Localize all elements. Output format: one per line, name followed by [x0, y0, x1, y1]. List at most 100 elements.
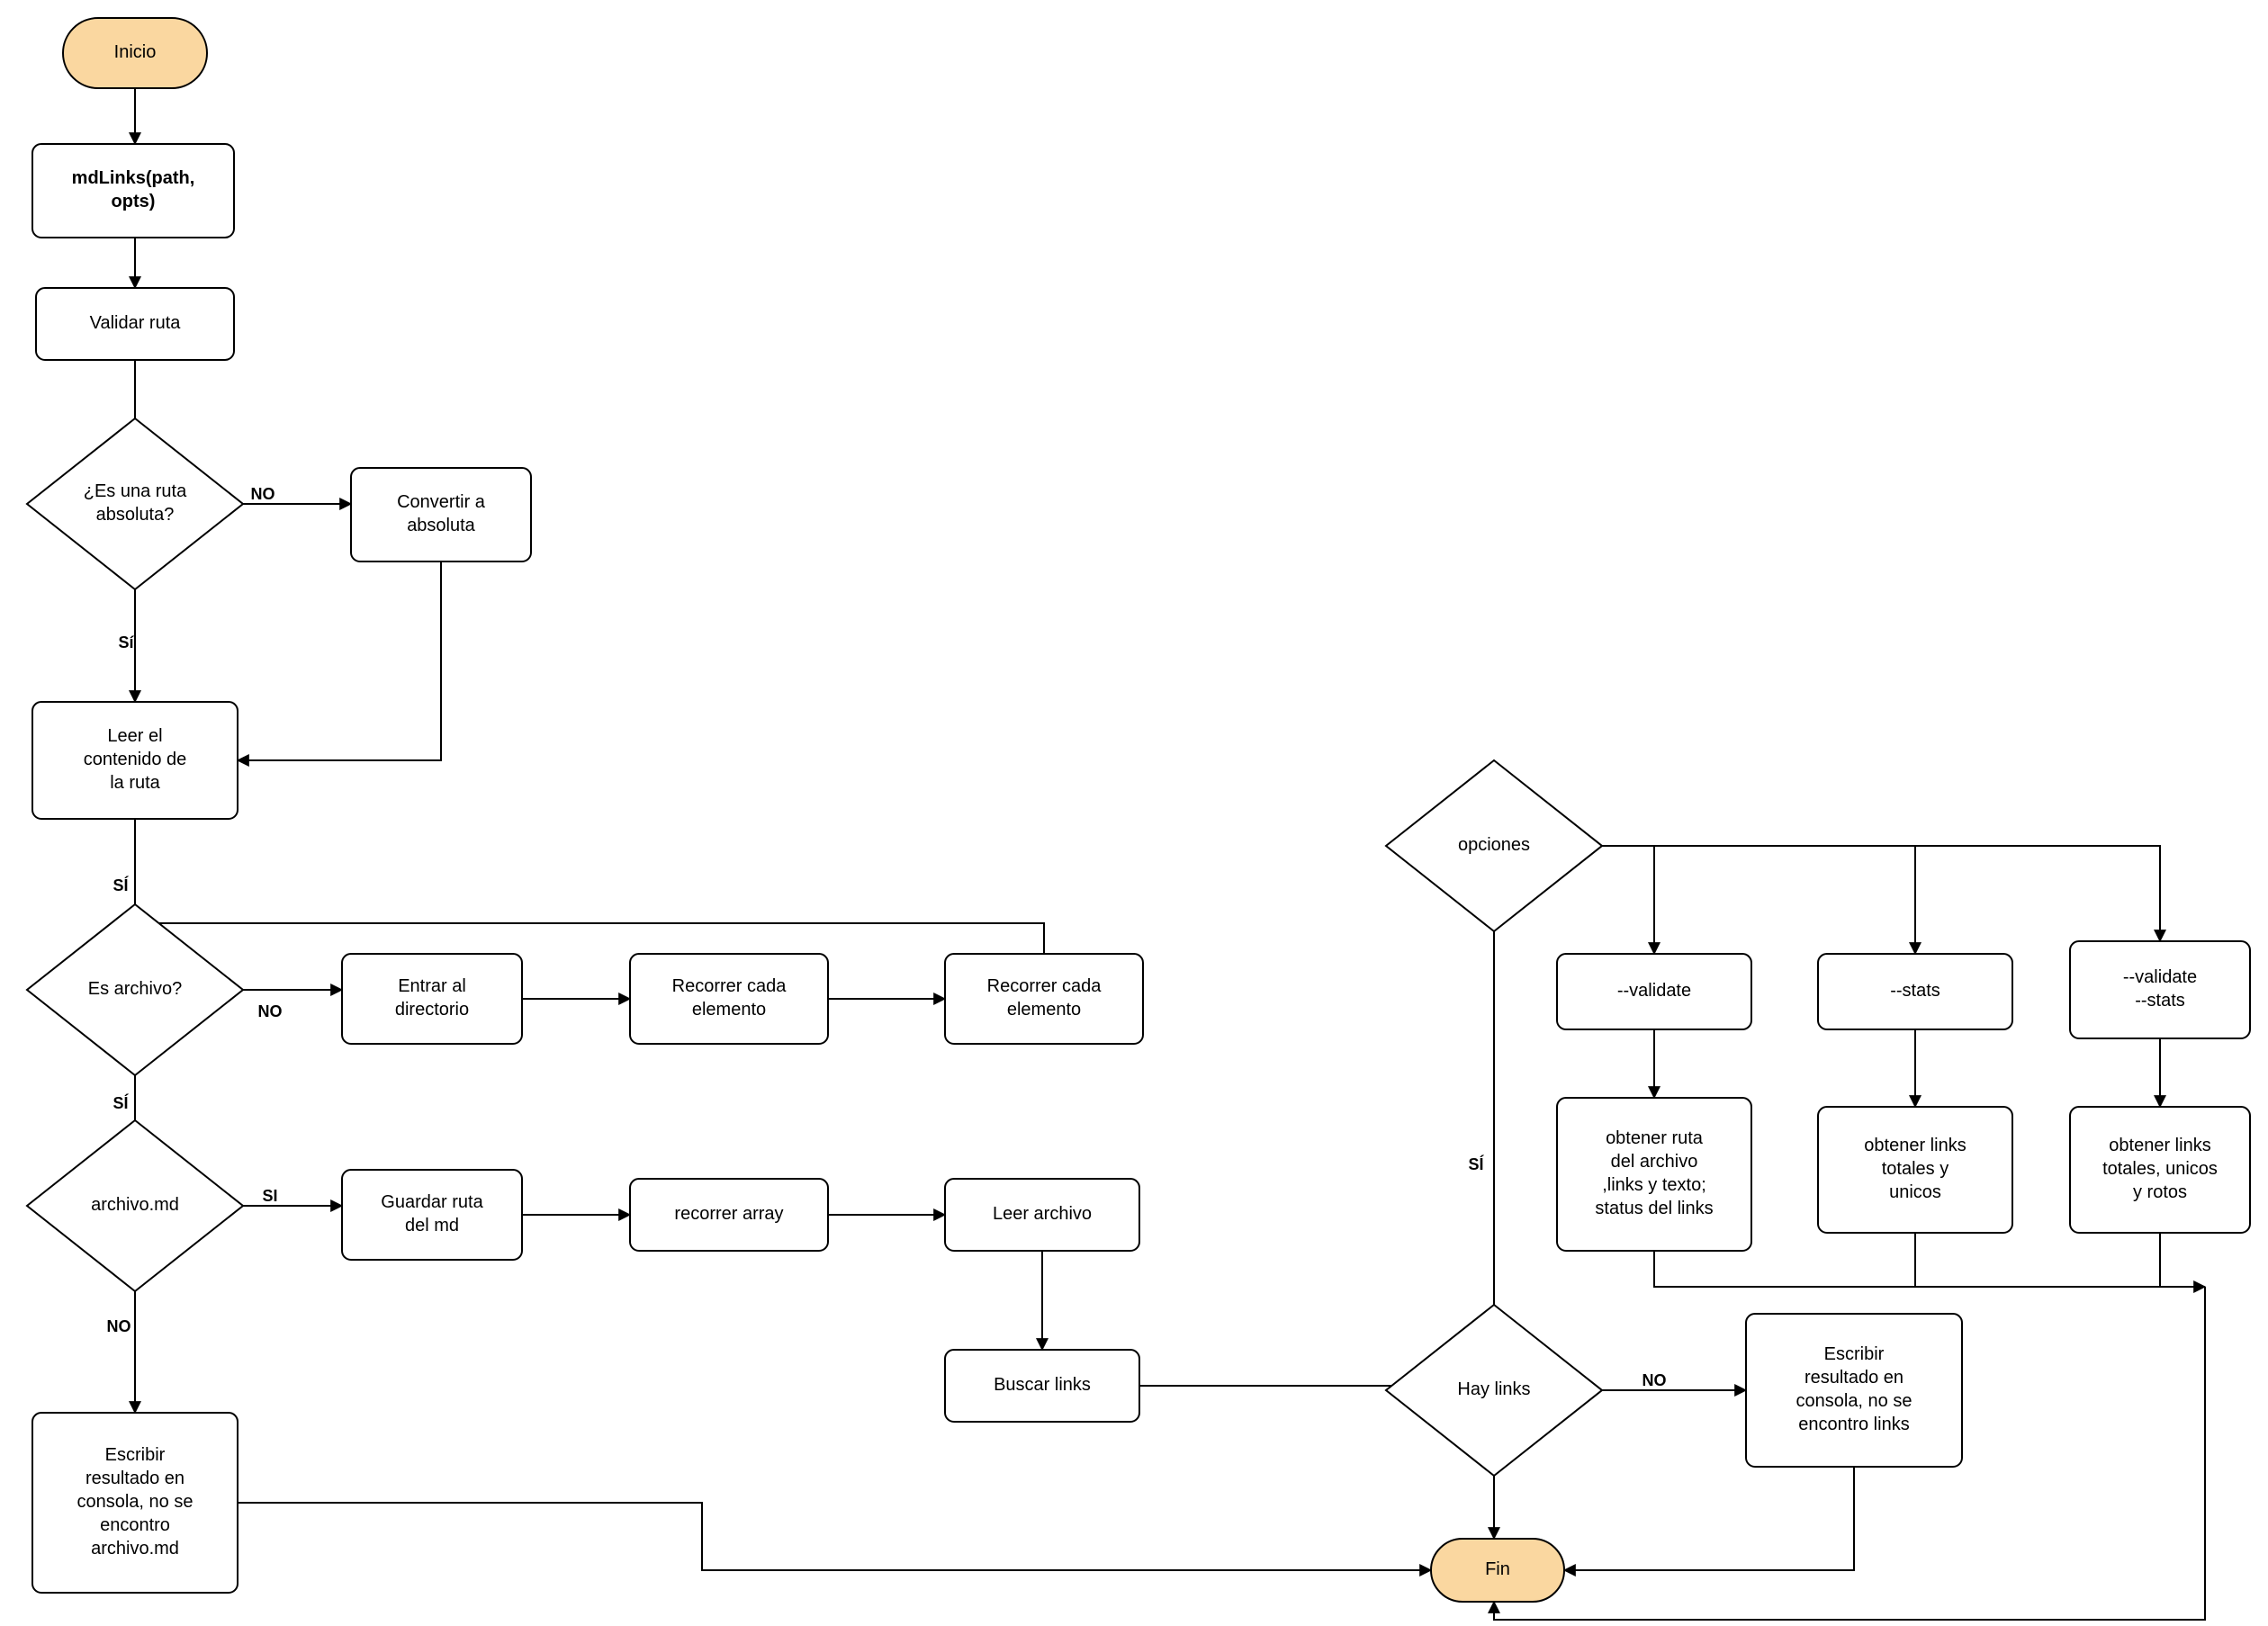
- node-obtstats: obtener links totales y unicos: [1818, 1107, 2012, 1233]
- node-text-line: ,links y texto;: [1602, 1175, 1706, 1195]
- node-guardar: Guardar ruta del md: [342, 1170, 522, 1260]
- process-shape: [630, 954, 828, 1044]
- node-text-line: la ruta: [110, 773, 160, 793]
- node-fin: Fin: [1431, 1539, 1564, 1602]
- node-text-line: Escribir: [105, 1445, 166, 1465]
- node-text-line: Leer el: [107, 726, 162, 746]
- process-shape: [342, 1170, 522, 1260]
- node-validate: --validate: [1557, 954, 1751, 1029]
- node-valstats: --validate --stats: [2070, 941, 2250, 1038]
- node-text-line: Buscar links: [994, 1375, 1091, 1395]
- node-esarch: Es archivo?: [27, 904, 243, 1075]
- node-mdlinks: mdLinks(path,opts): [32, 144, 234, 238]
- node-label: Inicio: [114, 42, 157, 62]
- edge-label: SÍ: [1468, 1154, 1484, 1173]
- node-text-line: archivo.md: [91, 1539, 179, 1559]
- node-convertir: Convertir a absoluta: [351, 468, 531, 561]
- node-obtvalstats: obtener linkstotales, unicosy rotos: [2070, 1107, 2250, 1233]
- node-text-line: y rotos: [2133, 1182, 2187, 1202]
- node-label: opciones: [1458, 835, 1530, 855]
- node-opciones: opciones: [1386, 760, 1602, 931]
- node-text-line: Inicio: [114, 42, 157, 62]
- node-text-line: totales y: [1882, 1159, 1948, 1179]
- node-text-line: Guardar ruta: [381, 1192, 483, 1212]
- node-text-line: absoluta?: [96, 505, 175, 525]
- node-text-line: Entrar al: [398, 976, 466, 996]
- node-text-line: absoluta: [407, 516, 475, 535]
- edge-label: SÍ: [112, 1093, 129, 1112]
- process-shape: [351, 468, 531, 561]
- process-shape: [945, 954, 1143, 1044]
- node-text-line: --stats: [2135, 991, 2185, 1011]
- node-label: Fin: [1485, 1559, 1510, 1579]
- node-text-line: Validar ruta: [90, 313, 182, 333]
- node-archmd: archivo.md: [27, 1120, 243, 1291]
- process-shape: [2070, 941, 2250, 1038]
- node-text-line: unicos: [1889, 1182, 1941, 1202]
- edge-label: SI: [262, 1187, 277, 1205]
- node-text-line: resultado en: [1804, 1368, 1904, 1388]
- node-entrardir: Entrar al directorio: [342, 954, 522, 1044]
- node-text-line: Recorrer cada: [672, 976, 788, 996]
- node-label: --stats: [1890, 981, 1940, 1001]
- node-recarray: recorrer array: [630, 1179, 828, 1251]
- node-text-line: del md: [405, 1216, 459, 1235]
- flow-edge: [1564, 1467, 1854, 1570]
- node-text-line: --validate: [2123, 967, 2197, 987]
- node-label: archivo.md: [91, 1195, 179, 1215]
- node-text-line: encontro: [100, 1515, 170, 1535]
- node-text-line: elemento: [692, 1000, 766, 1020]
- node-text-line: archivo.md: [91, 1195, 179, 1215]
- node-label: --validate: [1617, 981, 1691, 1001]
- node-validar: Validar ruta: [36, 288, 234, 360]
- flow-edge: [1575, 846, 1915, 954]
- node-stats: --stats: [1818, 954, 2012, 1029]
- node-label: Es archivo?: [88, 979, 183, 999]
- node-text-line: obtener links: [1864, 1136, 1966, 1155]
- node-text-line: Es archivo?: [88, 979, 183, 999]
- flow-edge: [238, 561, 441, 760]
- node-text-line: totales, unicos: [2102, 1159, 2218, 1179]
- node-text-line: recorrer array: [674, 1204, 783, 1224]
- node-text-line: Convertir a: [397, 492, 486, 512]
- node-text-line: encontro links: [1798, 1415, 1909, 1434]
- node-text-line: del archivo: [1611, 1152, 1698, 1172]
- process-shape: [32, 144, 234, 238]
- process-shape: [342, 954, 522, 1044]
- node-text-line: ¿Es una ruta: [84, 481, 187, 501]
- edge-label: NO: [107, 1317, 131, 1335]
- node-label: Hay links: [1457, 1379, 1530, 1399]
- node-buscar: Buscar links: [945, 1350, 1139, 1422]
- edge-label: SÍ: [112, 876, 129, 894]
- decision-shape: [27, 418, 243, 589]
- node-text-line: directorio: [395, 1000, 469, 1020]
- flowchart-canvas: NOSíSÍNOSÍSINONOSÍIniciomdLinks(path,opt…: [0, 0, 2268, 1626]
- node-text-line: opciones: [1458, 835, 1530, 855]
- node-text-line: --stats: [1890, 981, 1940, 1001]
- node-inicio: Inicio: [63, 18, 207, 88]
- node-text-line: Hay links: [1457, 1379, 1530, 1399]
- edge-label: NO: [258, 1002, 283, 1020]
- node-esabs: ¿Es una ruta absoluta?: [27, 418, 243, 589]
- node-layer: Inicio mdLinks(path,opts) Validar ruta ¿Es …: [27, 18, 2250, 1602]
- flow-edge: [1575, 846, 2160, 941]
- node-text-line: elemento: [1007, 1000, 1081, 1020]
- flow-edge: [238, 1503, 1431, 1570]
- node-label: Validar ruta: [90, 313, 182, 333]
- node-text-line: mdLinks(path,: [72, 168, 195, 188]
- node-nolinks: Escribirresultado enconsola, no seencont…: [1746, 1314, 1962, 1467]
- node-text-line: Leer archivo: [993, 1204, 1092, 1224]
- node-text-line: status del links: [1595, 1199, 1713, 1218]
- node-label: Leer archivo: [993, 1204, 1092, 1224]
- node-recorrer1: Recorrer cada elemento: [630, 954, 828, 1044]
- node-text-line: contenido de: [84, 750, 187, 769]
- node-text-line: Recorrer cada: [987, 976, 1102, 996]
- node-leerarch: Leer archivo: [945, 1179, 1139, 1251]
- node-label: recorrer array: [674, 1204, 783, 1224]
- node-text-line: Escribir: [1824, 1344, 1885, 1364]
- edge-label: NO: [1642, 1371, 1667, 1389]
- node-obtvalidate: obtener rutadel archivo,links y texto;st…: [1557, 1098, 1751, 1251]
- process-shape: [1746, 1314, 1962, 1467]
- edge-label: Sí: [118, 633, 134, 651]
- node-text-line: Fin: [1485, 1559, 1510, 1579]
